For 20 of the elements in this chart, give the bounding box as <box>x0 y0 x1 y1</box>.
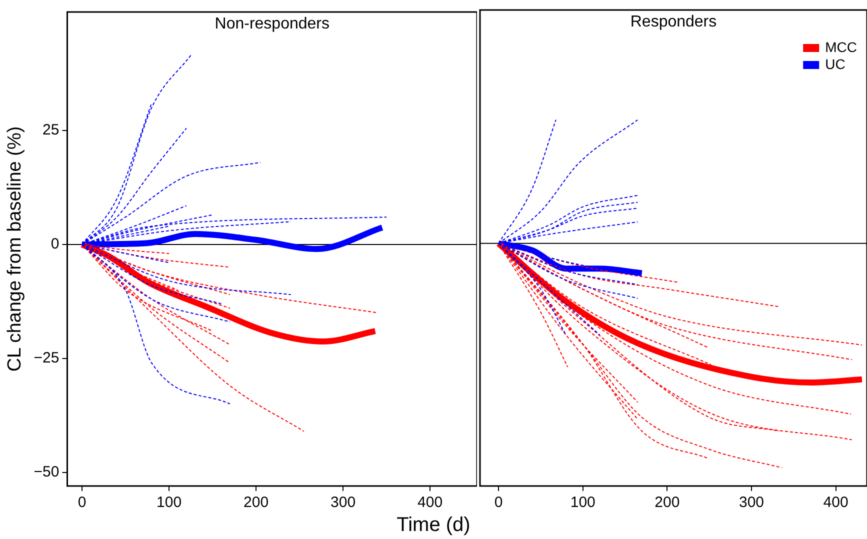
x-tick-label: 400 <box>418 494 443 512</box>
x-tick-label: 100 <box>156 494 182 512</box>
x-axis-title: Time (d) <box>396 514 472 537</box>
y-tick-label: 0 <box>50 236 60 253</box>
legend-label: UC <box>825 56 846 72</box>
x-tick-label: 300 <box>738 494 764 512</box>
x-tick-label: 100 <box>570 494 596 512</box>
y-tick-label: −50 <box>34 463 60 480</box>
x-tick-label: 200 <box>244 494 269 512</box>
chart-title: Responders <box>630 13 717 30</box>
y-tick-label: −25 <box>34 350 60 367</box>
legend-label: MCC <box>825 38 858 55</box>
x-tick-label: 300 <box>330 494 356 512</box>
x-tick-label: 0 <box>78 494 86 512</box>
x-tick-label: 200 <box>654 494 680 512</box>
y-axis-title: CL change from baseline (%) <box>4 126 26 372</box>
x-tick-label: 0 <box>494 494 503 512</box>
chart-title: Non-responders <box>214 15 330 32</box>
y-tick-label: 25 <box>42 122 60 139</box>
x-tick-label: 400 <box>823 494 848 512</box>
